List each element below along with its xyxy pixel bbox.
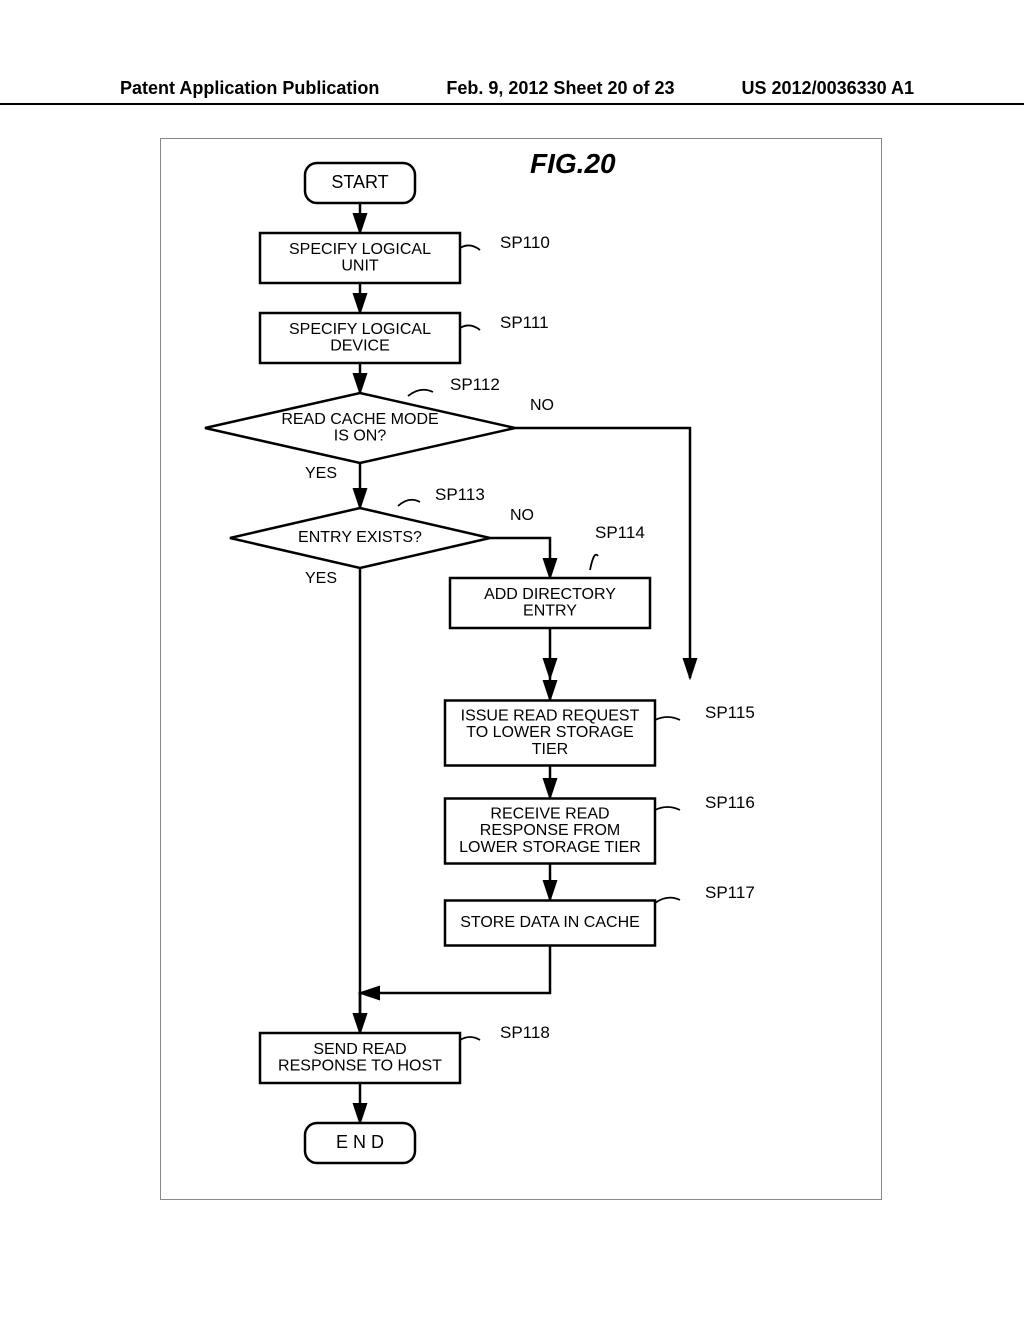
svg-text:START: START <box>331 172 388 192</box>
svg-text:LOWER STORAGE TIER: LOWER STORAGE TIER <box>459 839 641 856</box>
svg-text:SP115: SP115 <box>705 703 755 722</box>
svg-text:SEND READ: SEND READ <box>313 1041 406 1058</box>
svg-text:ENTRY EXISTS?: ENTRY EXISTS? <box>298 529 422 546</box>
svg-text:SP113: SP113 <box>435 485 485 504</box>
svg-text:E N D: E N D <box>336 1132 384 1152</box>
svg-text:TO LOWER STORAGE: TO LOWER STORAGE <box>466 724 633 741</box>
svg-text:SPECIFY LOGICAL: SPECIFY LOGICAL <box>289 241 431 258</box>
svg-text:RESPONSE FROM: RESPONSE FROM <box>480 822 620 839</box>
svg-text:DEVICE: DEVICE <box>330 338 390 355</box>
svg-text:SP112: SP112 <box>450 375 500 394</box>
svg-text:SP118: SP118 <box>500 1023 550 1042</box>
header-left: Patent Application Publication <box>120 78 379 99</box>
svg-text:FIG.20: FIG.20 <box>530 148 616 179</box>
svg-text:SP110: SP110 <box>500 233 550 252</box>
svg-text:RECEIVE READ: RECEIVE READ <box>490 805 609 822</box>
svg-text:NO: NO <box>530 397 554 414</box>
svg-text:YES: YES <box>305 465 337 482</box>
page-header: Patent Application Publication Feb. 9, 2… <box>0 78 1024 105</box>
svg-text:STORE DATA IN CACHE: STORE DATA IN CACHE <box>460 914 640 931</box>
svg-text:NO: NO <box>510 507 534 524</box>
svg-text:RESPONSE TO HOST: RESPONSE TO HOST <box>278 1058 442 1075</box>
svg-text:SP114: SP114 <box>595 523 645 542</box>
svg-text:READ CACHE MODE: READ CACHE MODE <box>281 411 438 428</box>
header-center: Feb. 9, 2012 Sheet 20 of 23 <box>446 78 674 99</box>
svg-text:YES: YES <box>305 570 337 587</box>
svg-text:ENTRY: ENTRY <box>523 603 577 620</box>
svg-text:UNIT: UNIT <box>341 258 379 275</box>
svg-text:IS ON?: IS ON? <box>334 428 387 445</box>
svg-text:TIER: TIER <box>532 741 568 758</box>
svg-text:SPECIFY LOGICAL: SPECIFY LOGICAL <box>289 321 431 338</box>
svg-text:SP116: SP116 <box>705 793 755 812</box>
svg-text:SP117: SP117 <box>705 883 755 902</box>
svg-text:ADD DIRECTORY: ADD DIRECTORY <box>484 586 616 603</box>
header-right: US 2012/0036330 A1 <box>742 78 914 99</box>
flowchart: FIG.20STARTSPECIFY LOGICALUNITSP110SPECI… <box>160 138 880 1198</box>
svg-text:SP111: SP111 <box>500 313 549 332</box>
svg-text:ISSUE READ REQUEST: ISSUE READ REQUEST <box>461 707 640 724</box>
